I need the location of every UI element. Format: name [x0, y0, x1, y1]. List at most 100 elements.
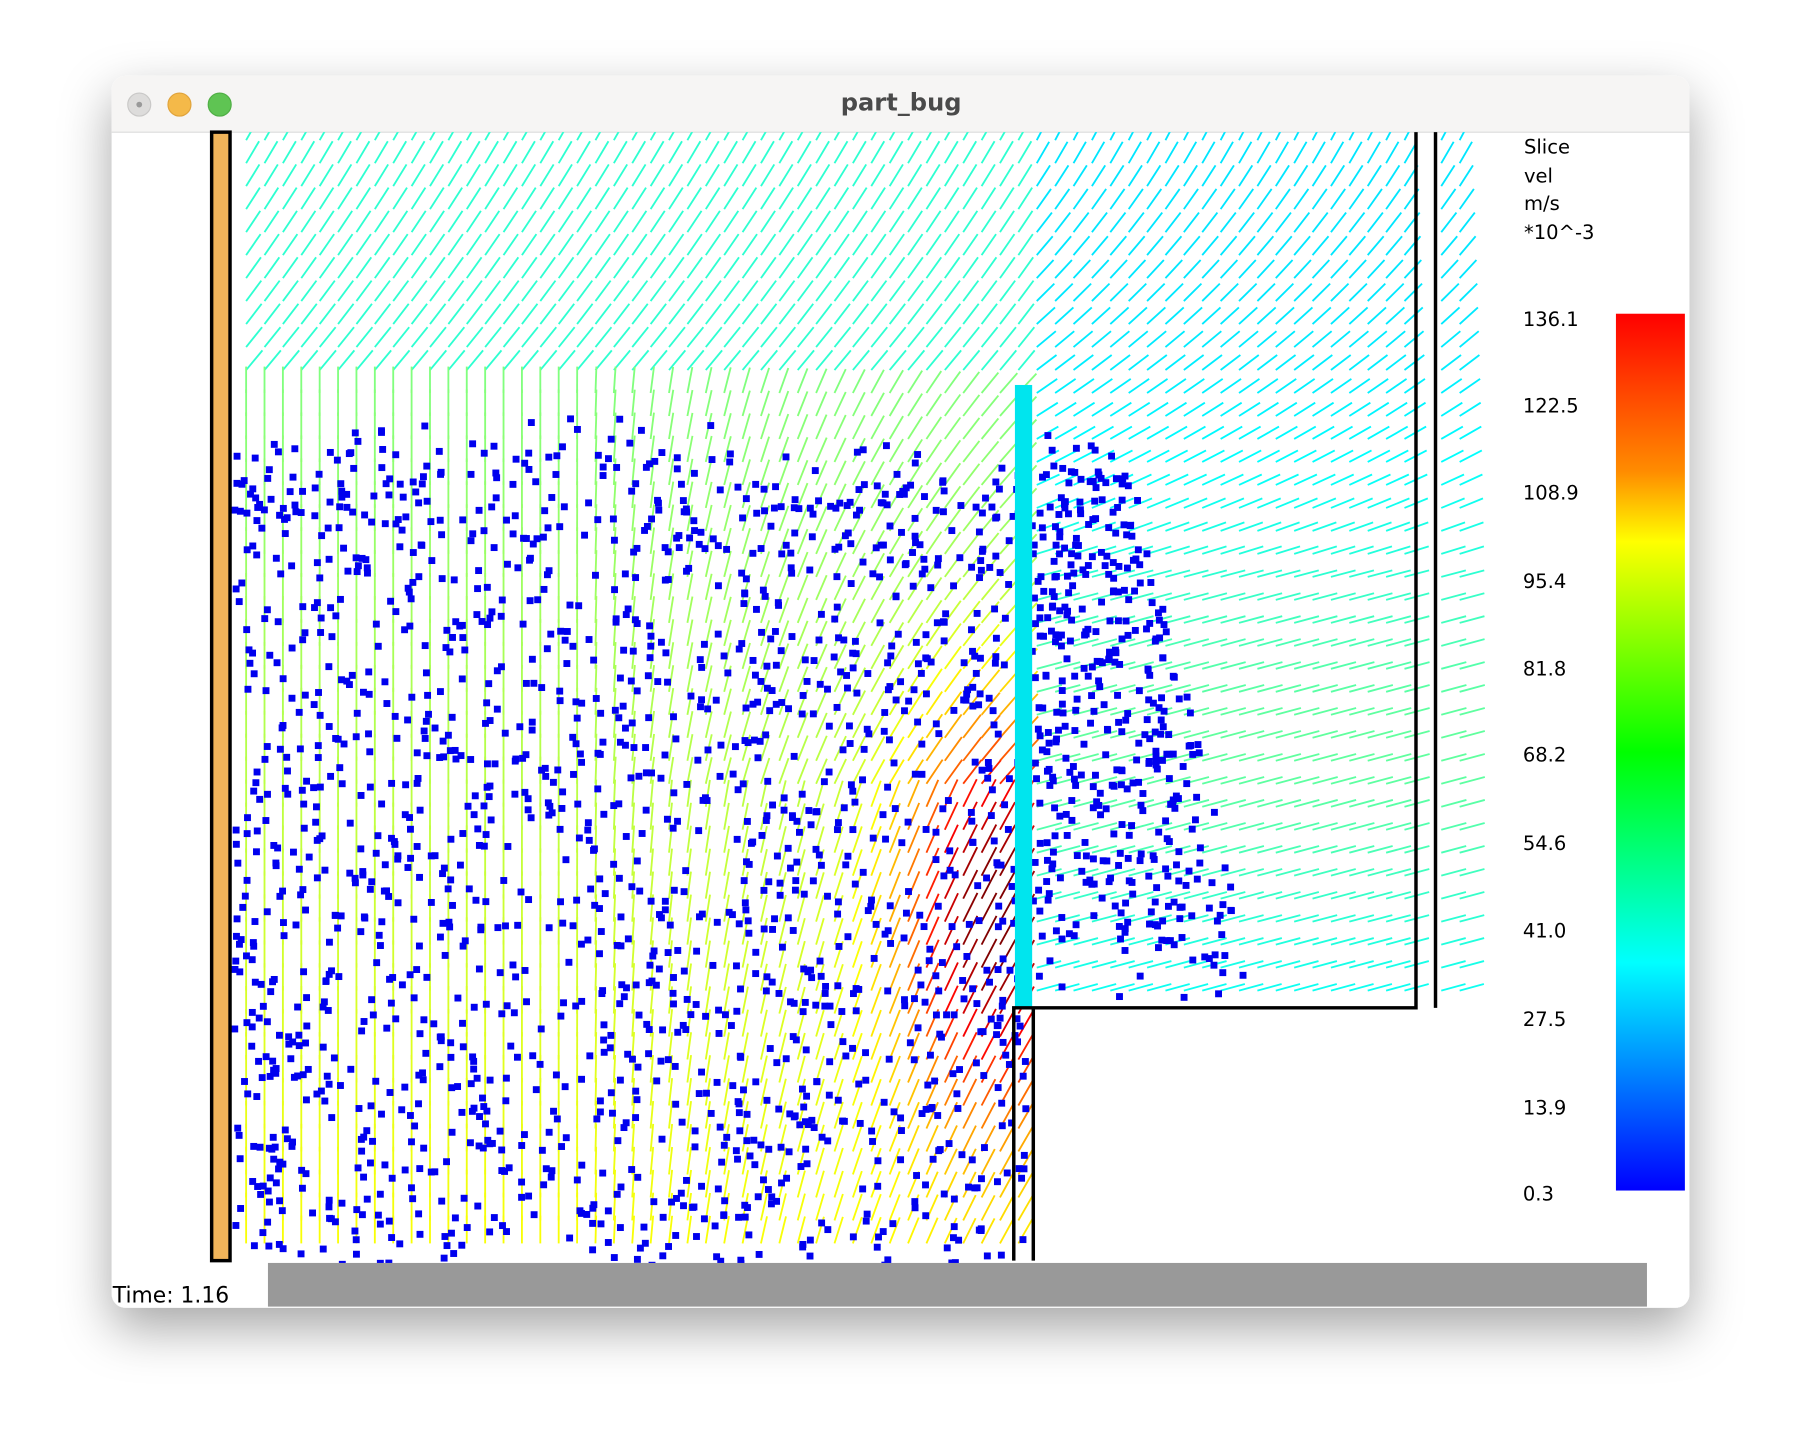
particle	[299, 636, 307, 644]
particle	[300, 968, 308, 976]
particle	[261, 755, 269, 763]
velocity-vector	[1403, 235, 1422, 256]
particle	[1131, 587, 1138, 595]
velocity-vector	[612, 664, 617, 692]
particle	[1005, 1061, 1013, 1068]
particle	[965, 920, 973, 928]
velocity-vector	[447, 233, 464, 256]
velocity-vector	[870, 644, 886, 670]
particle	[953, 943, 961, 951]
velocity-vector	[925, 370, 943, 394]
particle	[1227, 906, 1235, 914]
velocity-vector	[1256, 354, 1278, 371]
particle	[940, 637, 948, 645]
velocity-vector	[1146, 282, 1166, 302]
velocity-vector	[723, 435, 732, 463]
velocity-vector	[980, 486, 1000, 509]
particle	[251, 918, 259, 925]
particle	[578, 997, 586, 1005]
velocity-vector	[852, 1147, 863, 1175]
velocity-vector	[1349, 545, 1374, 555]
velocity-vector	[300, 210, 317, 233]
particle	[444, 885, 452, 893]
velocity-vector	[594, 641, 598, 669]
velocity-vector	[704, 140, 720, 164]
velocity-vector	[263, 349, 282, 371]
velocity-vector	[888, 1055, 901, 1083]
particle	[427, 518, 435, 526]
velocity-vector	[594, 802, 598, 830]
velocity-vector	[999, 256, 1016, 279]
velocity-vector	[760, 1032, 768, 1060]
particle	[622, 724, 629, 732]
velocity-vector	[1293, 914, 1319, 923]
velocity-vector	[796, 574, 809, 601]
velocity-vector	[1275, 707, 1302, 716]
particle	[596, 950, 603, 958]
velocity-vector	[466, 256, 483, 279]
velocity-vector	[1183, 822, 1210, 831]
velocity-vector	[1238, 425, 1262, 440]
velocity-vector	[1349, 845, 1375, 854]
velocity-vector	[888, 132, 896, 141]
particle	[752, 948, 760, 956]
velocity-vector	[631, 802, 635, 830]
particle	[714, 542, 722, 550]
velocity-vector	[741, 459, 751, 486]
velocity-vector	[1385, 497, 1410, 509]
particle	[543, 645, 551, 653]
particle	[438, 1197, 446, 1205]
particle	[750, 736, 758, 744]
particle	[318, 532, 326, 540]
particle	[449, 901, 456, 909]
velocity-vector	[1275, 845, 1301, 854]
particle	[633, 687, 641, 695]
velocity-vector	[337, 233, 354, 256]
particle	[251, 978, 259, 986]
particle	[851, 637, 859, 645]
particle	[419, 473, 427, 481]
velocity-vector	[1441, 799, 1467, 808]
particle	[538, 1146, 546, 1154]
velocity-vector	[557, 187, 574, 210]
velocity-vector	[1220, 497, 1245, 509]
velocity-vector	[760, 187, 776, 210]
velocity-vector	[576, 210, 592, 233]
velocity-vector	[1293, 730, 1320, 739]
particle	[1039, 533, 1047, 541]
velocity-vector	[870, 349, 889, 371]
particle	[475, 841, 483, 849]
velocity-vector	[907, 893, 921, 922]
particle	[610, 1254, 618, 1261]
particle	[1088, 663, 1096, 671]
velocity-vector	[1054, 235, 1072, 256]
particle	[1069, 763, 1077, 770]
velocity-vector	[594, 710, 598, 738]
velocity-vector	[686, 871, 692, 899]
velocity-vector	[1293, 164, 1309, 187]
particle	[1120, 586, 1128, 594]
minimize-button[interactable]	[167, 92, 192, 117]
velocity-vector	[374, 140, 389, 164]
velocity-vector	[649, 665, 655, 692]
velocity-vector	[686, 1215, 692, 1244]
particle	[1002, 1051, 1010, 1059]
velocity-vector	[668, 619, 675, 646]
particle	[923, 655, 931, 663]
velocity-vector	[1403, 330, 1425, 348]
zoom-button[interactable]	[207, 92, 232, 117]
particle	[281, 530, 289, 538]
particle	[960, 995, 968, 1003]
particle	[978, 1175, 985, 1183]
particle	[798, 710, 806, 718]
velocity-vector	[1441, 615, 1467, 624]
velocity-vector	[1201, 776, 1228, 785]
particle	[319, 1245, 327, 1253]
particle	[789, 927, 797, 934]
velocity-vector	[705, 233, 722, 256]
velocity-vector	[815, 1101, 825, 1129]
velocity-vector	[1091, 615, 1117, 624]
particle	[326, 448, 334, 456]
velocity-vector	[704, 917, 711, 945]
particle	[749, 549, 757, 557]
